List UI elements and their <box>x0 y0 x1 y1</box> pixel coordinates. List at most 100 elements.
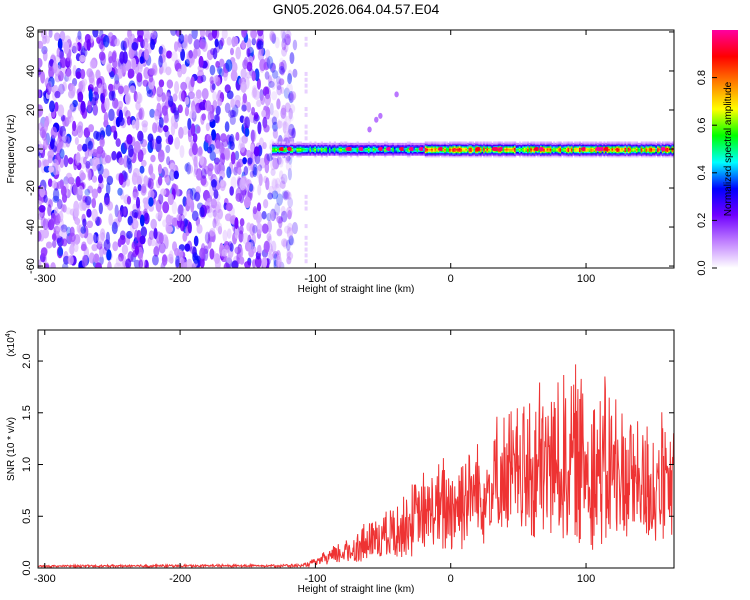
spectrogram-cell <box>315 152 319 155</box>
spectrogram-cell <box>514 151 517 154</box>
spectrogram-cell <box>354 153 358 156</box>
spectrogram-cell <box>110 125 117 133</box>
spectrogram-cell <box>332 146 335 150</box>
spectrogram-cell <box>131 209 139 219</box>
spectrogram-cell <box>338 152 341 155</box>
spectrogram-cell <box>294 142 298 146</box>
spectrogram-cell <box>43 194 48 204</box>
spectrogram-cell <box>52 60 59 71</box>
spectrogram-cell <box>273 142 276 146</box>
spectrogram-cell <box>268 117 274 129</box>
spectrogram-cell <box>304 149 307 152</box>
spectrogram-cell <box>229 114 236 126</box>
spectrogram-cell <box>302 144 306 147</box>
spectrogram-cell <box>437 144 440 147</box>
spectrogram-cell <box>281 152 285 155</box>
spectrogram-cell <box>598 155 601 158</box>
spectrogram-cell <box>86 220 94 229</box>
spectrogram-cell <box>630 153 634 156</box>
spectrogram-cell <box>270 62 276 72</box>
spectrogram-cell <box>650 146 653 150</box>
spectrogram-cell <box>315 151 319 154</box>
spectrogram-cell <box>622 145 626 148</box>
spectrogram-cell <box>201 168 207 179</box>
spectrogram-cell <box>640 148 643 151</box>
spectrogram-cell <box>541 151 544 154</box>
spectrogram-cell <box>452 144 455 147</box>
spectrogram-cell <box>325 146 328 150</box>
spectrogram-cell <box>280 112 288 126</box>
spectrogram-cell <box>302 142 306 146</box>
spectrogram-cell <box>593 144 596 147</box>
spectrogram-cell <box>119 51 125 64</box>
spectrogram-cell <box>273 253 278 267</box>
spectrogram-cell <box>452 152 455 155</box>
spectrogram-cell <box>294 152 298 155</box>
spectrogram-cell <box>340 141 343 144</box>
spectrogram-cell <box>291 146 294 150</box>
spectrogram-cell <box>424 141 427 144</box>
spectrogram-cell <box>304 107 308 112</box>
spectrogram-cell <box>328 141 332 144</box>
spectrogram-cell <box>322 148 325 151</box>
spectrogram-cell <box>462 153 465 156</box>
spectrogram-cell <box>470 145 473 148</box>
spectrogram-cell <box>48 100 56 113</box>
spectrogram-cell <box>540 152 543 155</box>
spectrogram-cell <box>579 141 582 144</box>
spectrogram-cell <box>240 68 247 79</box>
spectrogram-cell <box>275 148 278 151</box>
spectrogram-cell <box>367 141 371 144</box>
spectrogram-cell <box>287 197 294 208</box>
spectrogram-cell <box>53 212 61 226</box>
spectrogram-cell <box>499 153 502 156</box>
spectrogram-cell <box>410 153 413 156</box>
spectrogram-cell <box>281 151 285 154</box>
spectrogram-cell <box>566 151 569 154</box>
spectrogram-cell <box>163 115 169 124</box>
spectrogram-cell <box>468 155 471 158</box>
spectrogram-cell <box>460 141 463 144</box>
spectrogram-cell <box>304 148 307 151</box>
spectrogram-cell <box>332 151 335 154</box>
spectrogram-cell <box>380 152 384 155</box>
spectrogram-cell <box>617 153 621 156</box>
spectrogram-cell <box>398 144 401 147</box>
spectrogram-cell <box>437 141 440 144</box>
spectrogram-cell <box>588 155 591 158</box>
spectrogram-cell <box>278 153 281 156</box>
spectrogram-cell <box>390 145 393 148</box>
spectrogram-cell <box>413 153 416 156</box>
spectrogram-cell <box>65 116 71 125</box>
spectrogram-cell <box>335 151 338 154</box>
spectrogram-cell <box>167 95 174 108</box>
spectrogram-cell <box>257 183 262 196</box>
spectrogram-cell <box>341 144 345 147</box>
spectrogram-cell <box>449 149 452 152</box>
spectrogram-cell <box>549 141 552 144</box>
spectrogram-cell <box>348 151 351 154</box>
spectrogram-cell <box>666 149 669 152</box>
spectrogram-cell <box>567 151 570 154</box>
spectrogram-cell <box>61 238 68 247</box>
spectrogram-cell <box>577 142 580 146</box>
spectrogram-cell <box>453 144 457 147</box>
spectrogram-cell <box>655 148 658 151</box>
spectrogram-cell <box>660 147 667 151</box>
spectrogram-cell <box>635 142 639 146</box>
spectrogram-cell <box>556 146 559 150</box>
spectrogram-cell <box>577 151 580 154</box>
spectrogram-cell <box>45 35 50 44</box>
spectrogram-cell <box>304 130 308 135</box>
spectrogram-cell <box>319 146 322 150</box>
spectrogram-cell <box>285 152 288 155</box>
spectrogram-cell <box>351 153 354 156</box>
spectrogram-cell <box>520 146 523 150</box>
spectrogram-cell <box>233 36 239 47</box>
spectrogram-cell <box>298 155 301 158</box>
spectrogram-cell <box>492 144 496 147</box>
spectrogram-cell <box>387 153 390 156</box>
spectrogram-cell <box>377 152 380 155</box>
spectrogram-cell <box>559 146 562 150</box>
spectrogram-cell <box>322 146 325 150</box>
